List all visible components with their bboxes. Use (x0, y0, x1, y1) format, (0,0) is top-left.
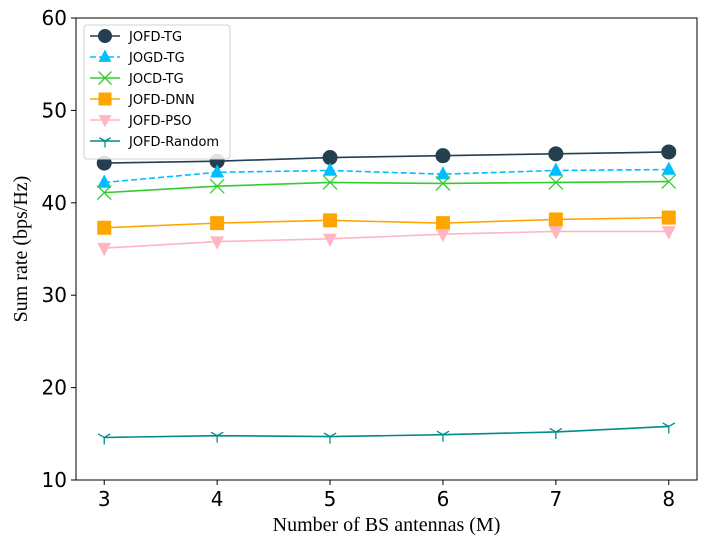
series-jofd-dnn (97, 210, 676, 235)
x-tick-label: 7 (549, 487, 562, 511)
data-point (322, 175, 338, 190)
legend-label: JOFD-PSO (128, 114, 192, 129)
data-point (210, 164, 225, 178)
data-point (436, 430, 450, 442)
legend-label: JOFD-TG (128, 30, 182, 45)
data-point (548, 212, 563, 227)
x-tick-label: 8 (662, 487, 675, 511)
y-tick-label: 20 (42, 376, 67, 400)
x-tick-label: 6 (437, 487, 450, 511)
y-tick-label: 60 (42, 6, 67, 30)
series-line (104, 216, 669, 229)
legend-label: JOFD-DNN (128, 93, 195, 108)
data-point (210, 431, 224, 443)
legend: JOFD-TG JOGD-TG JOCD-TG JOFD-DNN JOFD-PSO JOF… (83, 24, 231, 160)
legend-box (83, 24, 231, 160)
data-point (661, 161, 676, 175)
legend-item: JOCD-TG (90, 71, 184, 87)
x-axis-title: Number of BS antennas (M) (273, 514, 501, 536)
y-tick-label: 10 (42, 468, 67, 492)
series-line (104, 425, 669, 439)
data-point (323, 233, 338, 247)
data-point (435, 166, 450, 180)
legend-marker (98, 92, 112, 106)
series-line (104, 230, 669, 249)
legend-label: JOGD-TG (128, 51, 185, 66)
data-point (435, 216, 450, 231)
x-tick-label: 5 (324, 487, 337, 511)
data-point (548, 175, 564, 190)
legend-item: JOFD-PSO (90, 114, 192, 129)
legend-item: JOFD-Random (90, 135, 219, 150)
data-point (323, 213, 338, 228)
y-axis: 10 20 30 40 50 60 (42, 6, 76, 492)
legend-item: JOFD-TG (90, 29, 182, 45)
data-point (661, 144, 677, 160)
legend-marker (98, 71, 112, 85)
data-point (661, 226, 676, 240)
data-point (661, 210, 676, 225)
legend-item: JOFD-DNN (90, 92, 195, 108)
data-point (435, 228, 450, 243)
series-line (104, 151, 669, 164)
y-tick-label: 40 (42, 191, 67, 215)
data-point (548, 162, 563, 176)
data-point (209, 178, 225, 194)
x-tick-label: 4 (211, 487, 224, 511)
data-point (210, 216, 225, 231)
legend-label: JOFD-Random (128, 135, 219, 150)
series-jogd-tg (97, 161, 676, 188)
legend-marker (98, 115, 112, 128)
legend-label: JOCD-TG (128, 72, 184, 87)
data-point (661, 174, 677, 190)
data-point (323, 162, 338, 176)
series-jofd-random (97, 422, 676, 445)
data-point (97, 433, 111, 445)
series-jofd-pso (97, 226, 676, 257)
series-jocd-tg (96, 174, 677, 201)
data-point (96, 185, 112, 201)
y-tick-label: 30 (42, 283, 67, 307)
data-point (548, 226, 563, 240)
data-point (323, 432, 337, 444)
x-tick-label: 3 (98, 487, 111, 511)
data-point (435, 148, 451, 164)
legend-marker (99, 137, 111, 148)
plot-layer (96, 144, 677, 445)
data-point (548, 146, 564, 162)
data-point (435, 175, 451, 191)
y-tick-label: 50 (42, 98, 67, 122)
series-jofd-tg (96, 144, 677, 171)
data-point (97, 174, 112, 188)
y-axis-title: Sum rate (bps/Hz) (10, 176, 32, 323)
data-point (97, 220, 112, 235)
plot-frame (75, 17, 698, 481)
series-line (104, 168, 669, 184)
data-point (210, 236, 225, 250)
data-point (662, 422, 676, 434)
legend-marker (98, 29, 112, 43)
data-point (549, 427, 563, 439)
data-point (97, 242, 112, 257)
legend-marker (98, 49, 112, 62)
legend-item: JOGD-TG (90, 49, 185, 66)
series-line (104, 180, 669, 194)
x-axis: 3 4 5 6 7 8 (98, 480, 675, 511)
